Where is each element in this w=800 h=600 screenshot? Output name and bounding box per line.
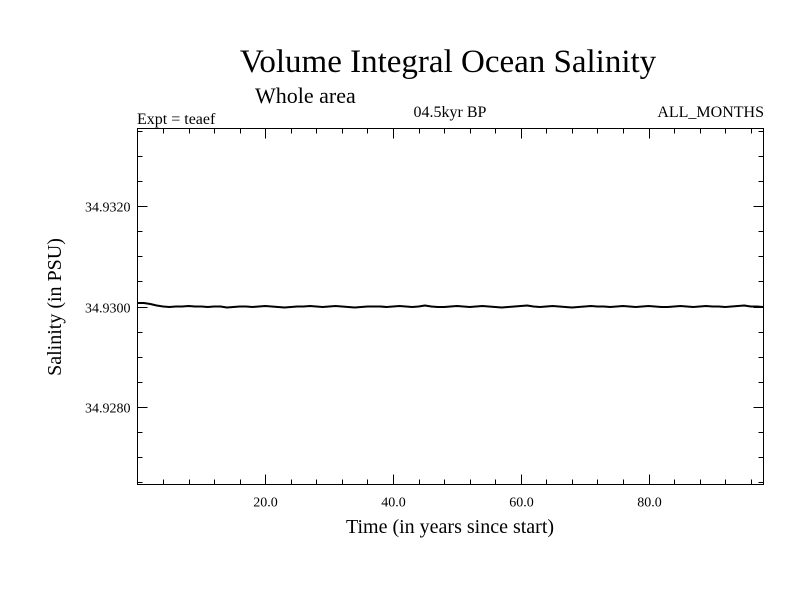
- axis-ticks: [137, 128, 764, 485]
- y-tick-label: 34.9320: [85, 201, 131, 216]
- period-label: 04.5kyr BP: [414, 104, 487, 121]
- y-tick-label: 34.9280: [85, 402, 131, 417]
- x-tick-label: 20.0: [253, 496, 278, 511]
- months-label: ALL_MONTHS: [657, 104, 764, 121]
- x-tick-label: 60.0: [509, 496, 534, 511]
- tick-labels: 20.0 40.0 60.0 80.0 34.9280 34.9300 34.9320: [85, 201, 662, 511]
- y-tick-label: 34.9300: [85, 302, 131, 317]
- chart-title: Volume Integral Ocean Salinity: [240, 44, 657, 80]
- y-axis-label: Salinity (in PSU): [44, 238, 66, 376]
- experiment-label: Expt = teaef: [137, 111, 216, 128]
- x-tick-label: 80.0: [637, 496, 662, 511]
- chart-subtitle: Whole area: [255, 83, 356, 108]
- x-axis-label: Time (in years since start): [346, 516, 554, 538]
- x-tick-label: 40.0: [381, 496, 406, 511]
- salinity-series-line: [137, 302, 764, 309]
